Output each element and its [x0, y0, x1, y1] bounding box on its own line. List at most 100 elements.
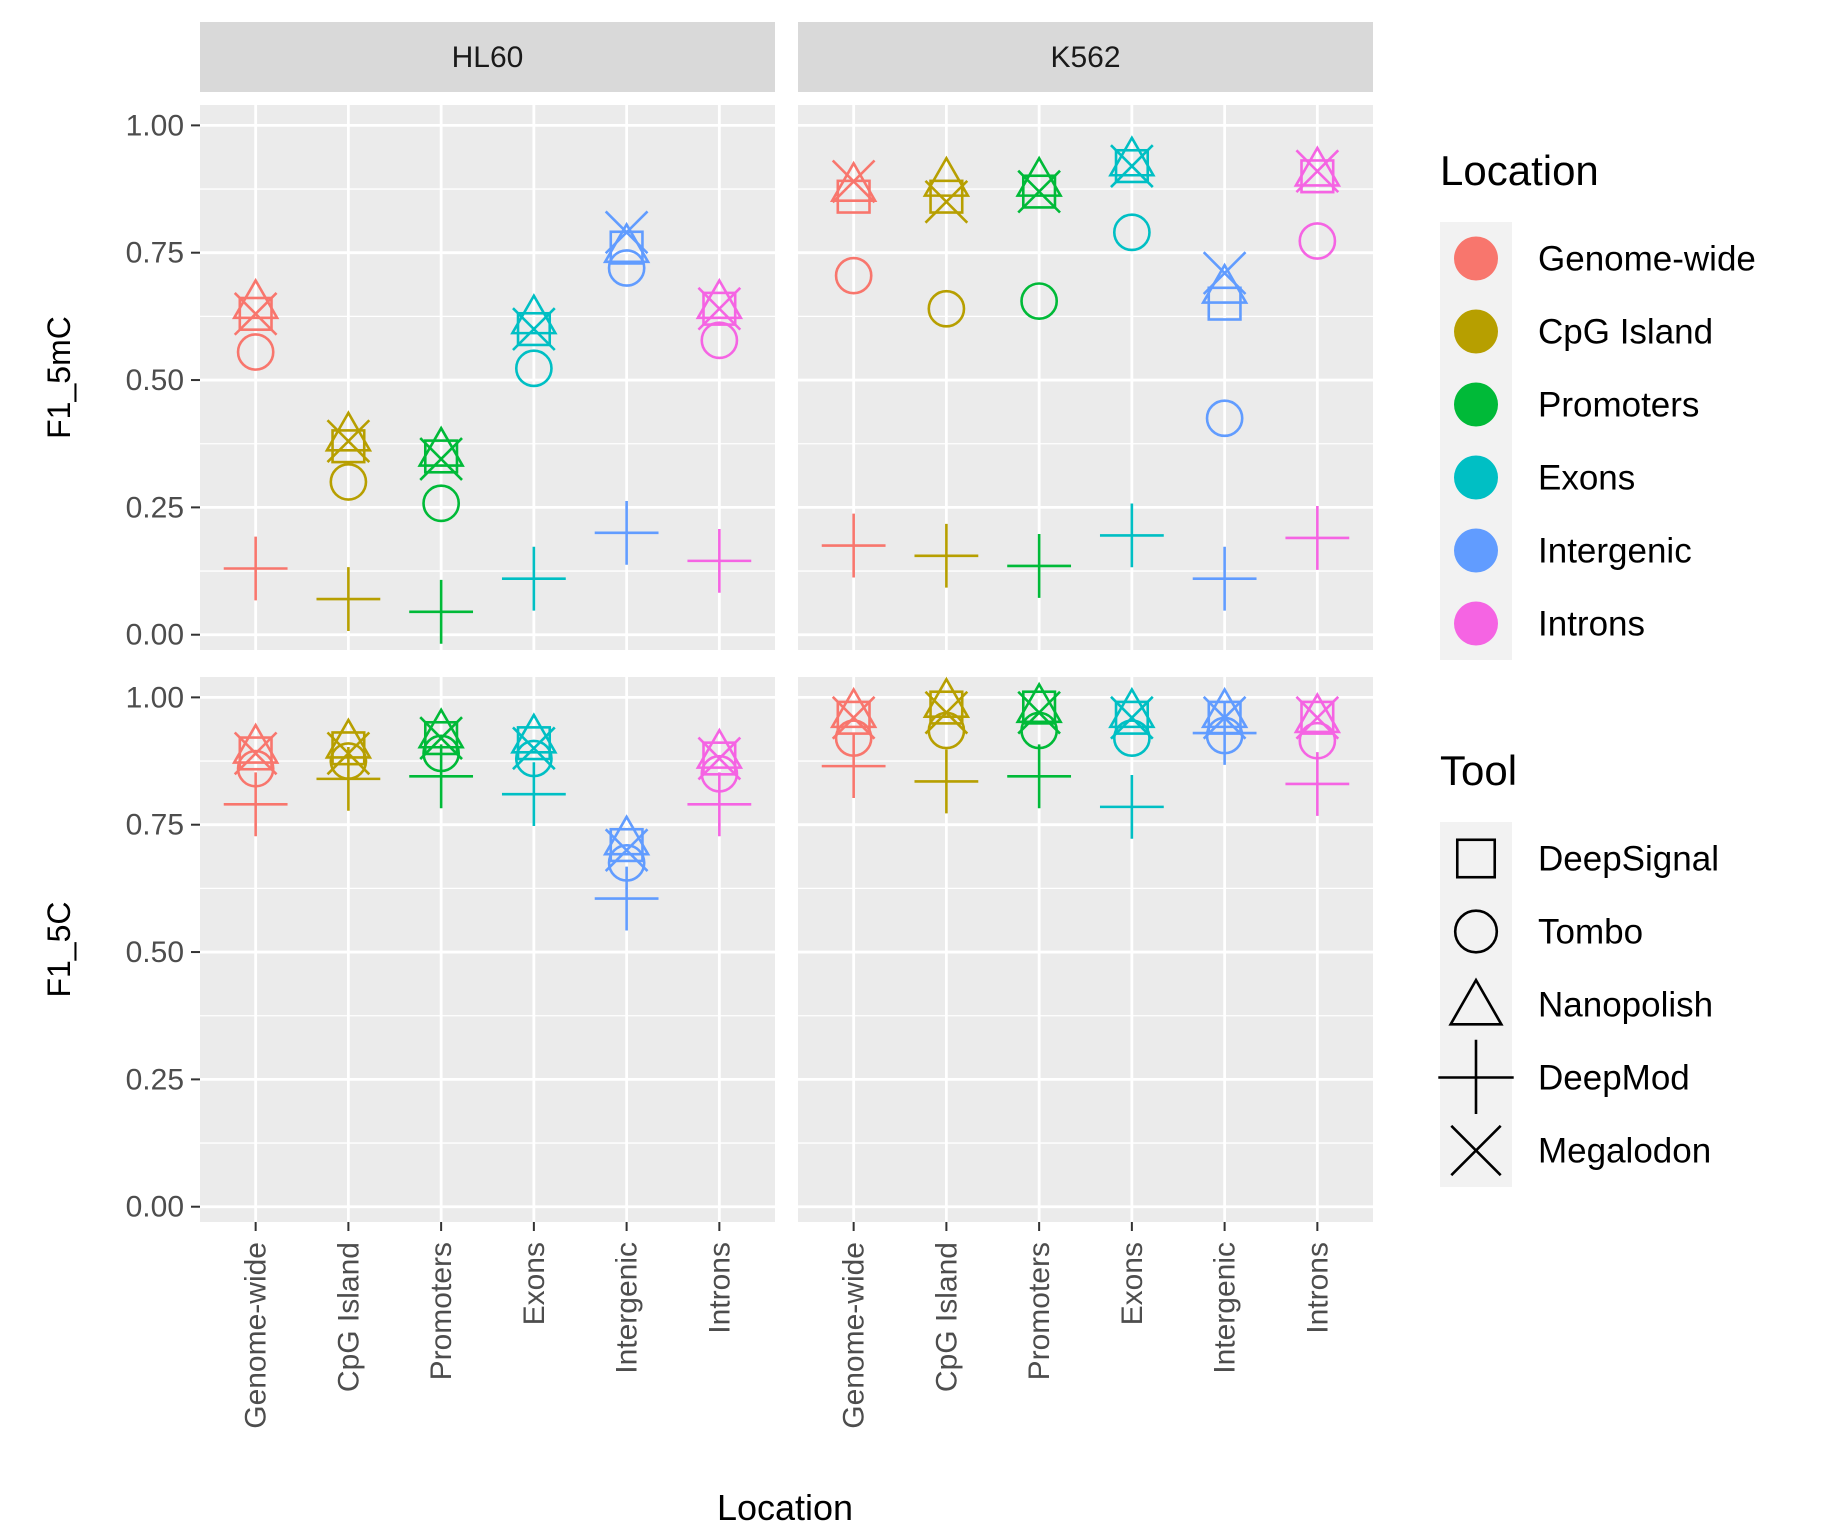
y-tick-label: 0.50: [126, 364, 184, 397]
legend-label: Genome-wide: [1538, 240, 1756, 279]
point-megalodon-genome-wide: [831, 695, 876, 740]
y-tick-label: 1.00: [126, 109, 184, 142]
point-deepsignal-promoters: [1021, 174, 1057, 209]
x-tick-label: Intergenic: [611, 1242, 644, 1374]
point-deepmod-cpg-island: [914, 523, 979, 588]
point-deepsignal-introns: [1300, 700, 1335, 735]
legend-label: Megalodon: [1538, 1132, 1711, 1171]
legend-location: Location Genome-wide CpG Island Promoters Ex…: [1440, 147, 1756, 660]
point-megalodon-genome-wide: [831, 159, 876, 204]
x-tick-label: Introns: [1301, 1242, 1334, 1334]
points-K562-F1_5mC: [821, 135, 1350, 611]
point-tombo-introns: [700, 321, 739, 360]
legend-key-bg: [1440, 895, 1512, 968]
legend-label: Exons: [1538, 459, 1635, 498]
x-tick-label: Promoters: [1023, 1242, 1056, 1380]
strip-K562: [798, 22, 1373, 92]
point-megalodon-intergenic: [1202, 251, 1247, 295]
point-deepmod-introns: [1285, 752, 1350, 816]
x-tick-label: Genome-wide: [838, 1242, 871, 1429]
point-deepmod-cpg-island: [914, 749, 979, 814]
point-nanopolish-genome-wide: [231, 277, 280, 320]
point-deepmod-exons: [501, 762, 566, 827]
point-deepmod-intergenic: [594, 500, 659, 565]
point-nanopolish-cpg-island: [324, 717, 373, 759]
point-megalodon-genome-wide: [233, 731, 278, 776]
point-nanopolish-intergenic: [602, 814, 651, 856]
y-tick-label: 0.00: [126, 1191, 184, 1224]
point-tombo-introns: [1298, 222, 1337, 260]
point-megalodon-intergenic: [604, 210, 649, 255]
points-HL60-F1_5C: [223, 707, 752, 931]
strip-HL60: [200, 22, 775, 92]
point-tombo-genome-wide: [236, 333, 275, 371]
point-nanopolish-introns: [1293, 691, 1342, 734]
point-deepmod-introns: [687, 528, 752, 593]
x-tick-label: Genome-wide: [240, 1242, 273, 1429]
panel-background: [798, 677, 1373, 1222]
x-tick-label: Introns: [703, 1242, 736, 1334]
point-tombo-exons: [1112, 719, 1151, 758]
y-tick-label: 0.75: [126, 237, 184, 270]
point-nanopolish-genome-wide: [829, 160, 878, 203]
point-tombo-cpg-island: [329, 463, 368, 501]
point-megalodon-genome-wide: [233, 292, 278, 336]
x-tick-label: Exons: [1116, 1242, 1149, 1325]
x-tick-label: Promoters: [425, 1242, 458, 1380]
point-megalodon-promoters: [1017, 169, 1061, 214]
row-label-F1_5mC: F1_5mC: [41, 316, 77, 439]
point-nanopolish-exons: [510, 293, 558, 335]
point-deepsignal-exons: [516, 311, 552, 347]
point-deepmod-introns: [687, 772, 752, 837]
legend-key-dot: [1454, 382, 1498, 427]
legend-shape-deepmod: [1438, 1039, 1514, 1116]
points-K562-F1_5C: [821, 676, 1350, 839]
point-tombo-cpg-island: [927, 289, 966, 328]
panel-background: [200, 105, 775, 650]
point-megalodon-cpg-island: [326, 419, 371, 463]
panel-K562-F1_5C: [798, 677, 1373, 1222]
legend-key-dot: [1454, 236, 1498, 281]
x-tick-label: CpG Island: [332, 1242, 365, 1392]
point-deepsignal-genome-wide: [238, 296, 273, 331]
legend-shape-deepsignal: [1455, 838, 1497, 879]
strip-label: K562: [1050, 41, 1120, 74]
point-deepmod-genome-wide: [223, 536, 288, 601]
point-megalodon-intergenic: [604, 828, 649, 872]
y-tick-label: 0.00: [126, 619, 184, 652]
points-HL60-F1_5mC: [223, 210, 752, 644]
legend-tool: Tool DeepSignal Tombo Nanopolish DeepMod Mega…: [1438, 747, 1719, 1187]
y-tick-label: 0.50: [126, 936, 184, 969]
point-tombo-exons: [514, 349, 553, 388]
point-deepmod-promoters: [1007, 534, 1072, 598]
legend-label: Tombo: [1538, 913, 1643, 952]
legend-location-title: Location: [1440, 147, 1599, 194]
point-tombo-genome-wide: [834, 256, 873, 295]
panel-K562-F1_5mC: [798, 105, 1373, 650]
legend-key-dot: [1454, 601, 1498, 646]
point-deepmod-genome-wide: [821, 734, 886, 799]
y-tick-label: 1.00: [126, 681, 184, 714]
panel-background: [200, 677, 775, 1222]
point-nanopolish-exons: [510, 712, 558, 754]
legend-tool-title: Tool: [1440, 747, 1517, 794]
y-tick-label: 0.25: [126, 1063, 184, 1096]
point-tombo-intergenic: [1205, 399, 1244, 438]
point-nanopolish-promoters: [1015, 155, 1063, 197]
point-megalodon-cpg-island: [924, 690, 969, 735]
point-tombo-promoters: [422, 484, 461, 523]
point-deepmod-exons: [1099, 774, 1164, 839]
legend-label: Promoters: [1538, 386, 1699, 425]
strip-label: HL60: [452, 41, 524, 74]
x-axes: Genome-wide CpG Island Promoters Exons Inter…: [240, 1222, 1334, 1429]
point-megalodon-exons: [512, 307, 556, 351]
legend-key-dot: [1454, 528, 1498, 573]
point-tombo-exons: [1112, 213, 1151, 252]
point-megalodon-promoters: [419, 437, 463, 481]
legend-key-dot: [1454, 309, 1498, 354]
point-deepmod-cpg-island: [316, 567, 381, 631]
point-deepmod-promoters: [1007, 744, 1072, 809]
point-deepmod-exons: [1099, 503, 1164, 568]
legend-shape-nanopolish: [1448, 977, 1504, 1026]
